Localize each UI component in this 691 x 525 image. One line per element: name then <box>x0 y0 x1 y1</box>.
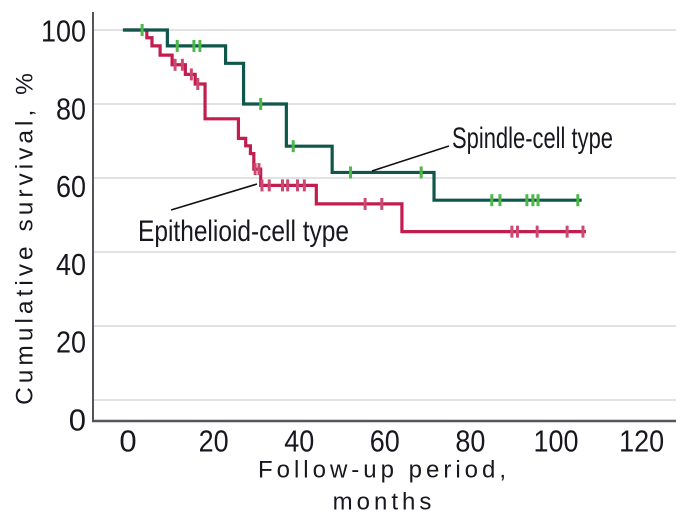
x-axis-title-line1: Follow-up period, <box>258 457 510 484</box>
y-tick-label: 100 <box>41 14 86 49</box>
x-tick-label: 60 <box>370 424 400 459</box>
annotation-leader-spindle-cell-type <box>371 145 450 172</box>
series-censors-spindle-cell-type <box>140 24 580 207</box>
x-tick-label: 100 <box>534 424 579 459</box>
x-tick-label: 0 <box>119 424 136 459</box>
annotation-label-epithelioid-cell-type: Epithelioid-cell type <box>138 215 349 248</box>
y-tick-label: 20 <box>56 325 86 360</box>
annotation-label-spindle-cell-type: Spindle-cell type <box>452 122 613 155</box>
x-axis-title-line2: months <box>333 489 436 516</box>
annotation-leader-epithelioid-cell-type <box>170 183 258 211</box>
x-tick-label: 40 <box>284 424 314 459</box>
y-tick-label: 0 <box>69 403 86 438</box>
y-tick-label: 80 <box>56 91 86 126</box>
y-tick-label: 60 <box>56 169 86 204</box>
series-censors-epithelioid-cell-type <box>173 58 585 238</box>
y-tick-label: 40 <box>56 247 86 282</box>
x-tick-label: 20 <box>199 424 229 459</box>
x-tick-label: 120 <box>619 424 664 459</box>
x-tick-label: 80 <box>455 424 485 459</box>
x-tick-labels: 0 20 40 60 80 100 120 <box>119 424 664 459</box>
y-axis-title: Cumulative survival, % <box>12 69 39 405</box>
gridlines <box>93 29 676 401</box>
y-tick-labels: 0 20 40 60 80 100 <box>41 14 86 438</box>
